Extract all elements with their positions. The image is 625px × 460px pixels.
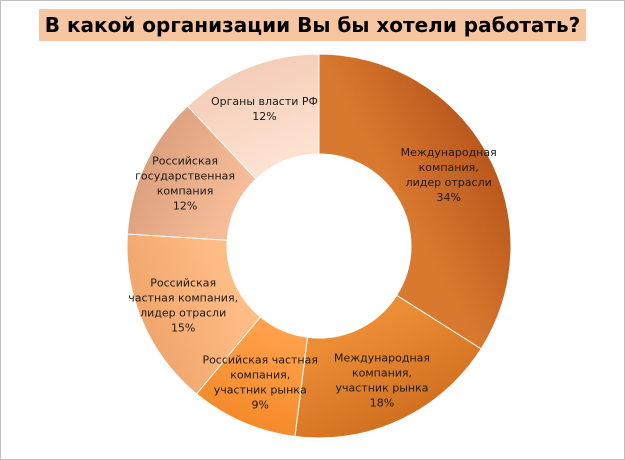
slice-value-3: 9% — [251, 398, 268, 411]
slice-label-2: Международная компания, участник рынка 18% — [334, 351, 430, 409]
slice-label-6: Органы власти РФ 12% — [211, 95, 318, 123]
slice-label-line: Органы власти РФ — [211, 95, 318, 108]
slice-label-line: участник рынка — [214, 383, 307, 396]
slice-label-5: Российская государственная компания 12% — [135, 154, 235, 212]
donut-slice-2 — [294, 294, 482, 439]
slice-label-3: Российская частная компания, участник рынк… — [202, 353, 318, 411]
slice-label-line: лидер отрасли — [406, 176, 492, 189]
donut-labels: Международная компания, лидер отрасли 34%Ме… — [128, 95, 496, 411]
chart-title: В какой организации Вы бы хотели работат… — [38, 9, 587, 41]
slice-label-line: Российская — [152, 154, 218, 167]
slice-label-line: участник рынка — [336, 381, 429, 394]
slice-label-line: компания, — [230, 368, 290, 381]
slice-label-line: компания, — [419, 161, 479, 174]
slice-label-line: лидер отрасли — [140, 306, 226, 319]
slice-label-line: частная компания, — [128, 291, 238, 304]
slice-label-line: компания — [157, 184, 214, 197]
chart-title-container: В какой организации Вы бы хотели работат… — [0, 9, 625, 41]
slice-label-4: Российская частная компания, лидер отрасли… — [128, 276, 238, 334]
donut-slice-1 — [318, 53, 512, 350]
slice-label-line: Российская частная — [202, 353, 318, 366]
donut-slice-6 — [186, 53, 320, 180]
slice-value-2: 18% — [370, 396, 394, 409]
slice-label-line: компания, — [352, 366, 412, 379]
donut-slice-4 — [126, 233, 262, 395]
slice-value-6: 12% — [252, 110, 276, 123]
slice-label-line: Международная — [334, 351, 430, 364]
slice-label-line: государственная — [135, 169, 235, 182]
slice-label-line: Российская — [150, 276, 216, 289]
donut-slices — [126, 53, 512, 439]
slice-value-4: 15% — [171, 321, 195, 334]
slice-label-1: Международная компания, лидер отрасли 34% — [401, 146, 497, 204]
slice-value-5: 12% — [173, 199, 197, 212]
slice-label-line: Международная — [401, 146, 497, 159]
slice-value-1: 34% — [436, 191, 460, 204]
